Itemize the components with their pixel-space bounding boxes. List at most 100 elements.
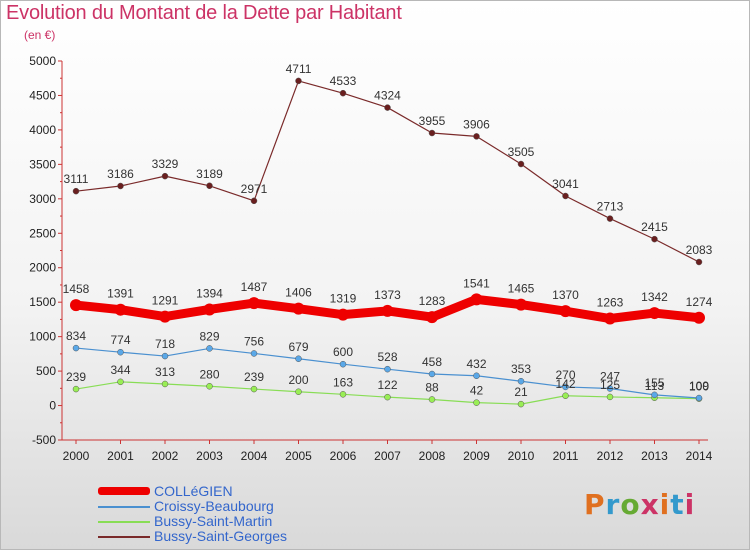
data-point (693, 311, 705, 324)
data-label: 829 (199, 329, 219, 343)
legend: COLLéGIEN Croissy-Beaubourg Bussy-Saint-… (98, 483, 358, 544)
data-point (206, 182, 213, 190)
data-label: 2083 (686, 243, 713, 257)
data-point (114, 303, 127, 316)
data-label: 1394 (196, 286, 223, 300)
data-point (384, 393, 391, 401)
x-tick-label: 2003 (196, 449, 223, 463)
data-label: 2971 (241, 182, 268, 196)
data-label: 239 (66, 370, 86, 384)
legend-label-collegien: COLLéGIEN (154, 483, 233, 499)
data-label: 2713 (597, 200, 624, 214)
data-label: 1465 (508, 282, 535, 296)
data-point (473, 133, 480, 140)
data-label: 774 (110, 333, 130, 347)
data-label: 718 (155, 337, 175, 351)
legend-item-croissy: Croissy-Beaubourg (98, 498, 358, 514)
data-label: 1319 (330, 292, 357, 306)
y-tick-label: 3000 (29, 192, 56, 206)
data-label: 3189 (196, 167, 223, 181)
data-label: 2415 (641, 220, 668, 234)
data-label: 21 (514, 385, 528, 399)
data-point (473, 399, 480, 406)
chart-subtitle: (en €) (24, 28, 56, 42)
data-point (648, 307, 661, 320)
data-point (203, 303, 216, 316)
data-point (72, 344, 80, 352)
data-label: 270 (555, 368, 575, 382)
data-point (117, 378, 124, 386)
data-point (248, 297, 260, 310)
data-point (695, 394, 703, 402)
data-point (562, 383, 569, 391)
data-point (295, 355, 302, 363)
data-label: 313 (155, 365, 175, 379)
data-point (206, 345, 213, 352)
data-label: 834 (66, 329, 86, 343)
legend-swatch-bussy-saint-georges (98, 536, 150, 538)
data-point (159, 310, 171, 323)
data-point (606, 215, 614, 222)
data-point (250, 385, 258, 393)
data-point (381, 304, 394, 317)
data-label: 109 (689, 379, 709, 393)
data-label: 125 (600, 378, 620, 392)
y-tick-label: 1500 (29, 295, 56, 309)
x-tick-label: 2009 (463, 449, 490, 463)
data-point (384, 365, 391, 373)
data-point (339, 391, 347, 398)
data-point (517, 400, 525, 408)
data-point (470, 293, 483, 306)
data-label: 3906 (463, 117, 490, 131)
data-label: 247 (600, 370, 620, 384)
data-label: 600 (333, 345, 353, 359)
legend-item-bussy-saint-martin: Bussy-Saint-Martin (98, 513, 358, 529)
data-point (337, 308, 349, 321)
data-label: 88 (425, 380, 439, 394)
x-tick-label: 2005 (285, 449, 312, 463)
data-label: 4533 (330, 74, 357, 88)
logo-letter: i (684, 488, 696, 521)
data-label: 458 (422, 355, 442, 369)
data-label: 100 (689, 380, 709, 394)
y-tick-label: 1000 (29, 330, 56, 344)
data-point (517, 160, 525, 168)
data-point (559, 305, 572, 318)
data-point (651, 235, 658, 243)
chart-title: Evolution du Montant de la Dette par Hab… (6, 2, 402, 24)
data-point (606, 385, 614, 392)
data-point (473, 372, 480, 380)
x-tick-label: 2008 (419, 449, 446, 463)
data-point (117, 182, 124, 190)
y-tick-label: 2000 (29, 261, 56, 275)
y-tick-label: 0 (49, 399, 56, 413)
legend-label-bussy-saint-georges: Bussy-Saint-Georges (154, 528, 288, 544)
y-tick-label: 5000 (29, 54, 56, 68)
legend-swatch-bussy-saint-martin (98, 521, 150, 523)
data-label: 163 (333, 375, 353, 389)
y-tick-label: 2500 (29, 226, 56, 240)
data-point (339, 360, 347, 368)
legend-swatch-collegien (98, 487, 150, 495)
data-point (515, 298, 527, 311)
data-label: 3329 (152, 157, 179, 171)
legend-label-croissy: Croissy-Beaubourg (154, 498, 274, 514)
data-label: 200 (288, 373, 308, 387)
data-point (161, 172, 169, 180)
legend-item-bussy-saint-georges: Bussy-Saint-Georges (98, 528, 358, 544)
y-tick-label: 500 (36, 364, 56, 378)
data-point (384, 104, 391, 111)
data-label: 113 (645, 379, 664, 393)
data-point (426, 311, 438, 324)
data-label: 1274 (686, 295, 713, 309)
logo-letter: r (605, 488, 621, 521)
data-point (651, 391, 658, 399)
x-tick-label: 2006 (330, 449, 357, 463)
data-label: 3955 (419, 114, 446, 128)
data-point (517, 377, 525, 385)
x-tick-label: 2000 (63, 449, 90, 463)
data-label: 1373 (374, 288, 401, 302)
x-tick-label: 2011 (553, 449, 579, 463)
data-label: 432 (466, 357, 486, 371)
